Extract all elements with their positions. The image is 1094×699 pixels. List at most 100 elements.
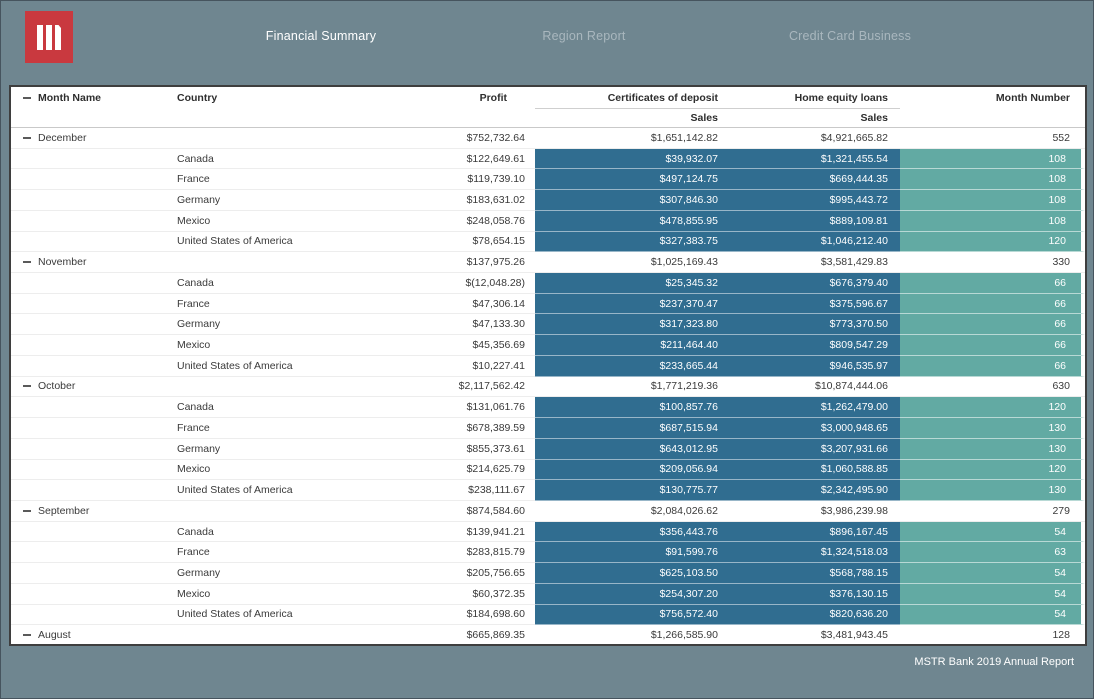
certificates-cell: $327,383.75 [535, 231, 728, 253]
month-label: October [38, 380, 76, 393]
country-row: Germany $205,756.65 $625,103.50 $568,788.15… [11, 563, 1085, 584]
home-equity-cell: $3,481,943.45 [728, 625, 900, 644]
certificates-sales-subheader: Sales [690, 112, 718, 124]
month-name-header: Month Name [11, 87, 177, 109]
home-equity-cell: $3,581,429.83 [728, 252, 900, 274]
top-bar: Financial Summary Region Report Credit Car… [1, 1, 1093, 77]
country-row: Canada $131,061.76 $100,857.76 $1,262,479.0… [11, 397, 1085, 419]
home-equity-sales-subheader: Sales [860, 112, 888, 124]
month-number-cell: 128 [900, 625, 1085, 644]
collapse-month-icon[interactable] [23, 136, 31, 139]
month-cell [11, 190, 177, 211]
month-cell [11, 149, 177, 170]
home-equity-cell: $820,636.20 [728, 604, 900, 626]
month-cell [11, 397, 177, 419]
tab-region-report[interactable]: Region Report [542, 29, 626, 43]
month-label: September [38, 504, 90, 517]
country-row: Canada $(12,048.28) $25,345.32 $676,379.40 6… [11, 273, 1085, 294]
home-equity-cell: $375,596.67 [728, 293, 900, 315]
profit-cell: $131,061.76 [337, 397, 535, 419]
home-equity-cell: $568,788.15 [728, 563, 900, 584]
certificates-cell: $756,572.40 [535, 604, 728, 626]
certificates-cell: $643,012.95 [535, 438, 728, 460]
month-label: August [38, 629, 71, 642]
home-equity-cell: $376,130.15 [728, 583, 900, 605]
collapse-month-icon[interactable] [23, 634, 31, 637]
month-cell [11, 605, 177, 626]
certificates-cell: $25,345.32 [535, 273, 728, 294]
profit-cell: $214,625.79 [337, 460, 535, 481]
month-number-cell: 108 [900, 169, 1085, 191]
collapse-all-icon[interactable] [23, 97, 31, 99]
country-row: France $678,389.59 $687,515.94 $3,000,948.6… [11, 418, 1085, 439]
certificates-cell: $2,084,026.62 [535, 501, 728, 522]
country-row: United States of America $78,654.15 $327,3… [11, 231, 1085, 253]
month-number-cell: 54 [900, 521, 1085, 543]
country-row: Germany $855,373.61 $643,012.95 $3,207,931.… [11, 438, 1085, 460]
country-row: France $283,815.79 $91,599.76 $1,324,518.03… [11, 542, 1085, 564]
profit-cell: $752,732.64 [337, 128, 535, 149]
home-equity-cell: $3,986,239.98 [728, 501, 900, 522]
month-number-cell: 108 [900, 148, 1085, 170]
country-row: United States of America $10,227.41 $233,6… [11, 355, 1085, 377]
home-equity-cell: $773,370.50 [728, 314, 900, 336]
month-cell [11, 211, 177, 232]
month-cell [11, 335, 177, 356]
country-header: Country [177, 92, 218, 104]
certificates-cell: $497,124.75 [535, 169, 728, 191]
financial-summary-grid: Month Name Country Profit Certificates o… [9, 85, 1087, 646]
profit-cell: $45,356.69 [337, 335, 535, 356]
certificates-cell: $625,103.50 [535, 563, 728, 584]
home-equity-cell: $3,207,931.66 [728, 438, 900, 460]
month-summary-row: December $752,732.64 $1,651,142.82 $4,921,6… [11, 128, 1085, 149]
collapse-month-icon[interactable] [23, 385, 31, 388]
profit-cell: $60,372.35 [337, 584, 535, 605]
month-cell [11, 232, 177, 253]
collapse-month-icon[interactable] [23, 509, 31, 512]
country-cell: Mexico [177, 460, 337, 481]
profit-header: Profit [479, 92, 507, 104]
country-row: Germany $183,631.02 $307,846.30 $995,443.72… [11, 190, 1085, 211]
month-summary-row: August $665,869.35 $1,266,585.90 $3,481,943… [11, 625, 1085, 644]
profit-cell: $2,117,562.42 [337, 377, 535, 398]
profit-cell: $238,111.67 [337, 480, 535, 501]
country-cell: United States of America [177, 605, 337, 626]
country-cell: Canada [177, 522, 337, 543]
month-cell [11, 480, 177, 501]
month-number-cell: 54 [900, 563, 1085, 584]
month-number-cell: 120 [900, 231, 1085, 253]
profit-cell: $248,058.76 [337, 211, 535, 232]
certificates-cell: $233,665.44 [535, 355, 728, 377]
country-cell [177, 377, 337, 398]
month-number-cell: 130 [900, 418, 1085, 439]
home-equity-cell: $2,342,495.90 [728, 480, 900, 501]
certificates-cell: $100,857.76 [535, 397, 728, 419]
profit-cell: $(12,048.28) [337, 273, 535, 294]
country-cell: France [177, 542, 337, 564]
month-cell: August [11, 625, 177, 644]
country-cell: Canada [177, 273, 337, 294]
collapse-month-icon[interactable] [23, 261, 31, 264]
month-number-cell: 54 [900, 583, 1085, 605]
home-equity-cell: $1,046,212.40 [728, 231, 900, 253]
country-row: France $47,306.14 $237,370.47 $375,596.67 66 [11, 293, 1085, 315]
month-name-header-label: Month Name [38, 92, 101, 104]
tab-credit-card-business[interactable]: Credit Card Business [788, 29, 912, 43]
country-row: France $119,739.10 $497,124.75 $669,444.35 1… [11, 169, 1085, 191]
certificates-cell: $1,025,169.43 [535, 252, 728, 274]
certificates-cell: $211,464.40 [535, 335, 728, 356]
grid-header-row-1: Month Name Country Profit Certificates o… [11, 87, 1085, 109]
home-equity-cell: $4,921,665.82 [728, 128, 900, 149]
month-number-cell: 120 [900, 397, 1085, 419]
certificates-cell: $237,370.47 [535, 293, 728, 315]
certificates-cell: $39,932.07 [535, 148, 728, 170]
month-number-cell: 66 [900, 293, 1085, 315]
tab-financial-summary[interactable]: Financial Summary [265, 29, 377, 43]
month-summary-row: September $874,584.60 $2,084,026.62 $3,986,… [11, 501, 1085, 522]
month-cell: November [11, 252, 177, 274]
month-number-cell: 279 [900, 501, 1085, 522]
country-row: Germany $47,133.30 $317,323.80 $773,370.50 6… [11, 314, 1085, 336]
month-number-cell: 63 [900, 542, 1085, 564]
profit-cell: $205,756.65 [337, 563, 535, 584]
profit-cell: $122,649.61 [337, 149, 535, 170]
